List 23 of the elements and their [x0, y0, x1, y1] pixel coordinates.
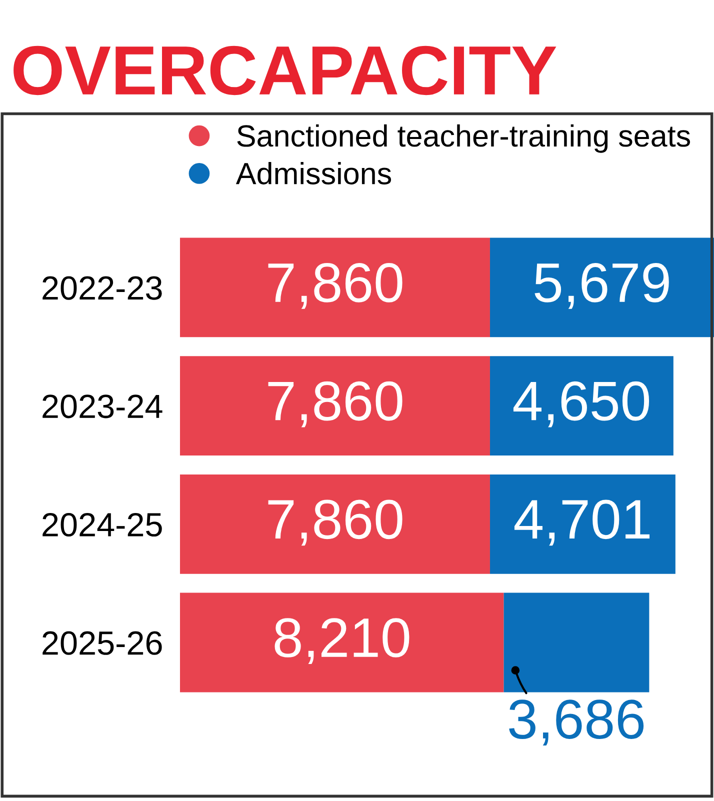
data-label: 7,860: [268, 263, 402, 309]
bar: [504, 592, 650, 692]
legend-label: Admissions: [236, 162, 392, 184]
y-tick-label: 2022-23: [42, 276, 162, 300]
y-tick-label: 2023-24: [42, 394, 162, 418]
data-label: 7,860: [268, 500, 402, 546]
data-label: 4,650: [513, 381, 650, 428]
legend-label: Sanctioned teacher-training seats: [237, 124, 690, 153]
data-label: 4,701: [514, 500, 650, 546]
data-label: 3,686: [509, 700, 644, 746]
bar: [490, 238, 714, 338]
data-label: 5,679: [534, 263, 669, 309]
bar: [490, 356, 674, 456]
bar: [180, 592, 504, 692]
chart-title: OVERCAPACITY: [14, 46, 556, 96]
bar: [180, 238, 490, 338]
y-tick-label: 2025-26: [42, 631, 162, 655]
data-label: 8,210: [274, 618, 410, 664]
bar: [180, 356, 490, 456]
bar: [180, 474, 490, 574]
y-tick-label: 2024-25: [42, 512, 162, 537]
bar: [490, 474, 676, 574]
data-label: 7,860: [268, 381, 402, 428]
